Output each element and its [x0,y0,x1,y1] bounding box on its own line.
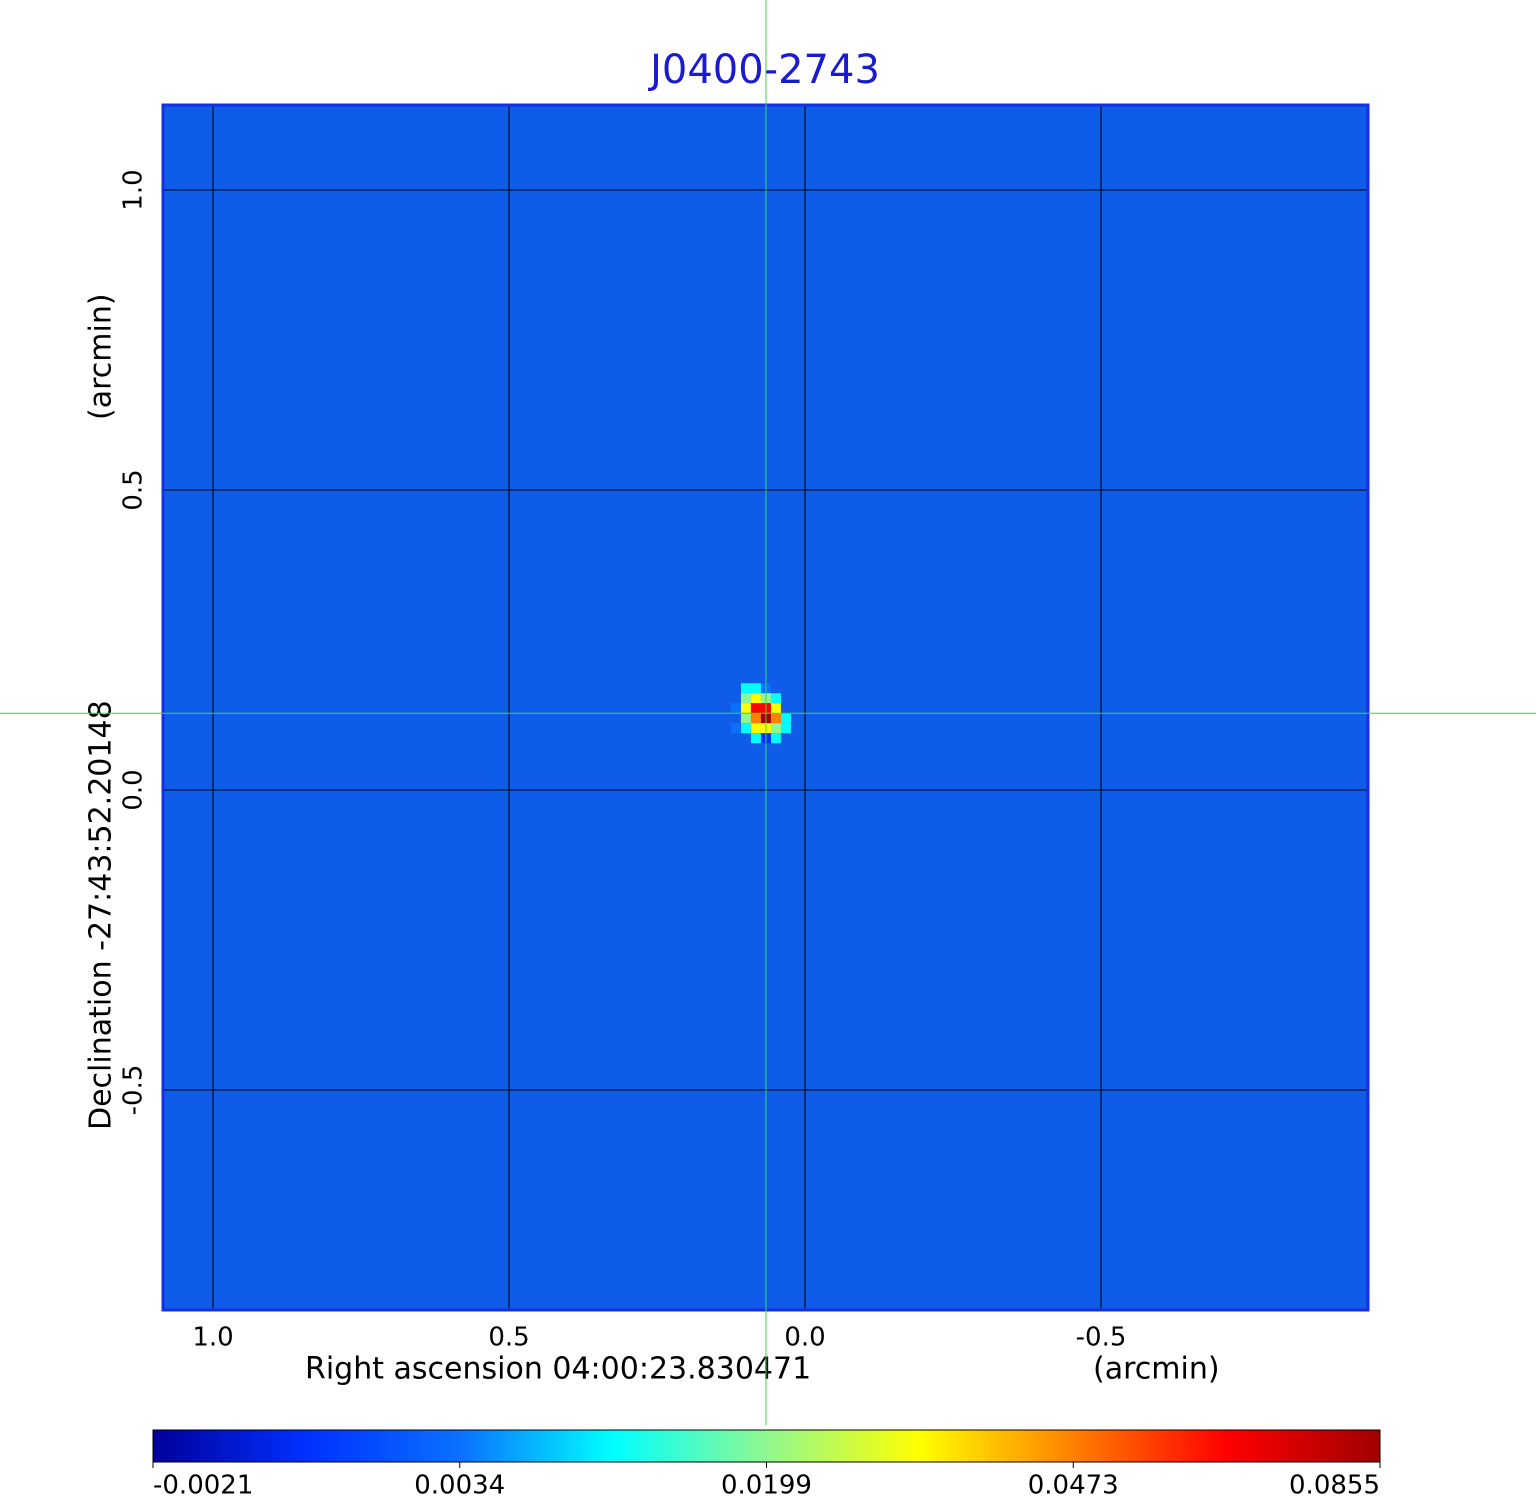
x-axis-unit: (arcmin) [1093,1352,1220,1387]
colorbar-tick-label: 0.0034 [414,1471,505,1500]
source-pixel [740,693,751,704]
colorbar [152,1429,1381,1463]
source-pixel [770,723,781,734]
y-axis-unit: (arcmin) [84,293,119,420]
y-tick-label: 0.0 [119,769,149,810]
x-tick-label: 1.0 [192,1323,233,1353]
colorbar-tick-label: 0.0855 [1289,1471,1380,1500]
source-pixel [730,703,741,714]
source-pixel [750,733,761,744]
source-pixel [740,723,751,734]
source-pixel [770,733,781,744]
y-axis-label: Declination -27:43:52.20148 [84,700,119,1130]
source-pixel [770,693,781,704]
colorbar-tick-label: 0.0199 [721,1471,812,1500]
source-pixel [750,693,761,704]
y-tick-label: 0.5 [119,469,149,510]
x-tick-label: 0.5 [488,1323,529,1353]
source-pixel [750,713,761,724]
y-tick-label: -0.5 [119,1065,149,1116]
x-tick-label: 0.0 [784,1323,825,1353]
source-pixel [740,703,751,714]
source-pixel [780,723,791,734]
source-pixel [770,713,781,724]
source-pixel [730,723,741,734]
colorbar-tick-label: -0.0021 [153,1471,253,1500]
source-pixel [740,683,751,694]
source-pixel [750,683,761,694]
source-pixel [770,703,781,714]
source-pixel [750,723,761,734]
source-pixel [740,713,751,724]
x-tick-label: -0.5 [1076,1323,1127,1353]
chart-title: J0400-2743 [647,47,880,93]
source-pixel [780,713,791,724]
y-tick-label: 1.0 [119,169,149,210]
source-pixel [750,703,761,714]
x-axis-label: Right ascension 04:00:23.830471 [305,1352,811,1387]
colorbar-tick-label: 0.0473 [1028,1471,1119,1500]
